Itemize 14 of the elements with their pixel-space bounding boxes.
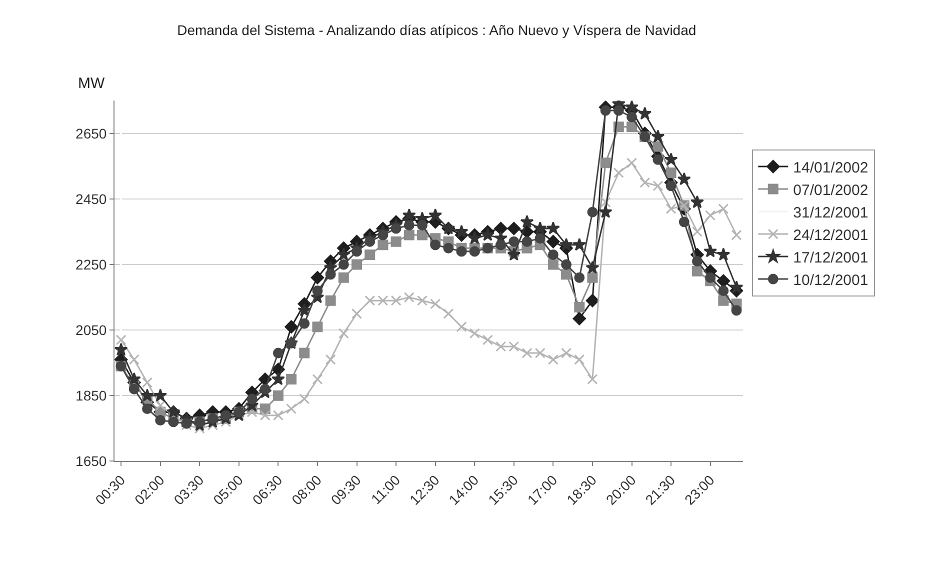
legend-label: 07/01/2002: [793, 182, 868, 199]
y-tick-label: 2450: [76, 190, 107, 207]
y-tick-label: 2050: [76, 322, 107, 338]
chart-title: Demanda del Sistema - Analizando días atípicos : Año Nuevo y Víspera de Navidad: [177, 22, 696, 38]
y-tick-label: 1850: [76, 388, 107, 404]
legend-label: 10/12/2001: [793, 272, 868, 289]
y-tick-label: 2250: [76, 256, 107, 272]
y-tick-label: 2650: [76, 125, 107, 142]
y-axis-title: MW: [78, 75, 106, 92]
y-tick-label: 1650: [76, 453, 107, 470]
legend-label: 31/12/2001: [793, 204, 868, 222]
legend-label: 17/12/2001: [793, 249, 868, 266]
legend-label: 14/01/2002: [793, 159, 868, 176]
legend-label: 24/12/2001: [793, 226, 868, 244]
